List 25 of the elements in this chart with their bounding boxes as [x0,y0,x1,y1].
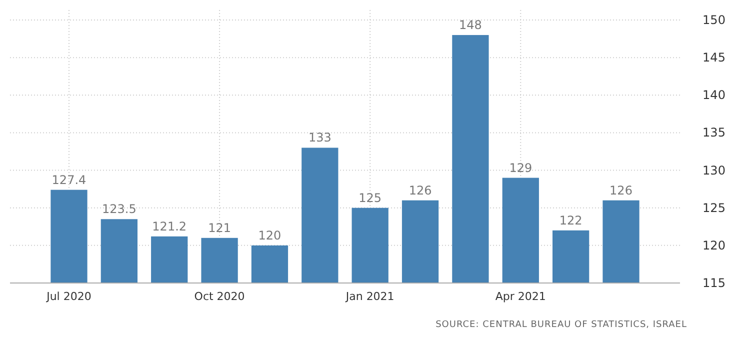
data-label: 123.5 [102,202,136,216]
y-tick-label: 150 [702,13,726,27]
data-label: 125 [358,190,382,205]
data-label: 121 [208,220,231,235]
data-label: 126 [408,183,432,198]
x-tick-label: Jul 2020 [46,290,92,303]
data-label: 127.4 [52,172,86,187]
y-tick-label: 120 [702,238,726,252]
data-label: 129 [509,160,532,175]
x-tick-label: Oct 2020 [194,290,245,303]
data-label: 122 [559,213,582,228]
y-tick-label: 130 [702,163,726,178]
y-tick-label: 125 [702,200,726,215]
y-tick-label: 115 [702,276,726,290]
data-label: 121.2 [152,219,187,234]
y-tick-label: 145 [702,50,726,65]
data-label: 126 [610,183,632,198]
source-note: SOURCE: CENTRAL BUREAU OF STATISTICS, ISRAEL [436,320,687,330]
y-tick-label: 140 [702,88,726,102]
x-tick-label: Apr 2021 [495,290,546,303]
data-label: 133 [308,130,332,145]
data-label: 148 [459,18,482,32]
y-tick-label: 135 [702,126,726,140]
data-label: 120 [258,228,282,242]
x-tick-label: Jan 2021 [344,290,394,303]
